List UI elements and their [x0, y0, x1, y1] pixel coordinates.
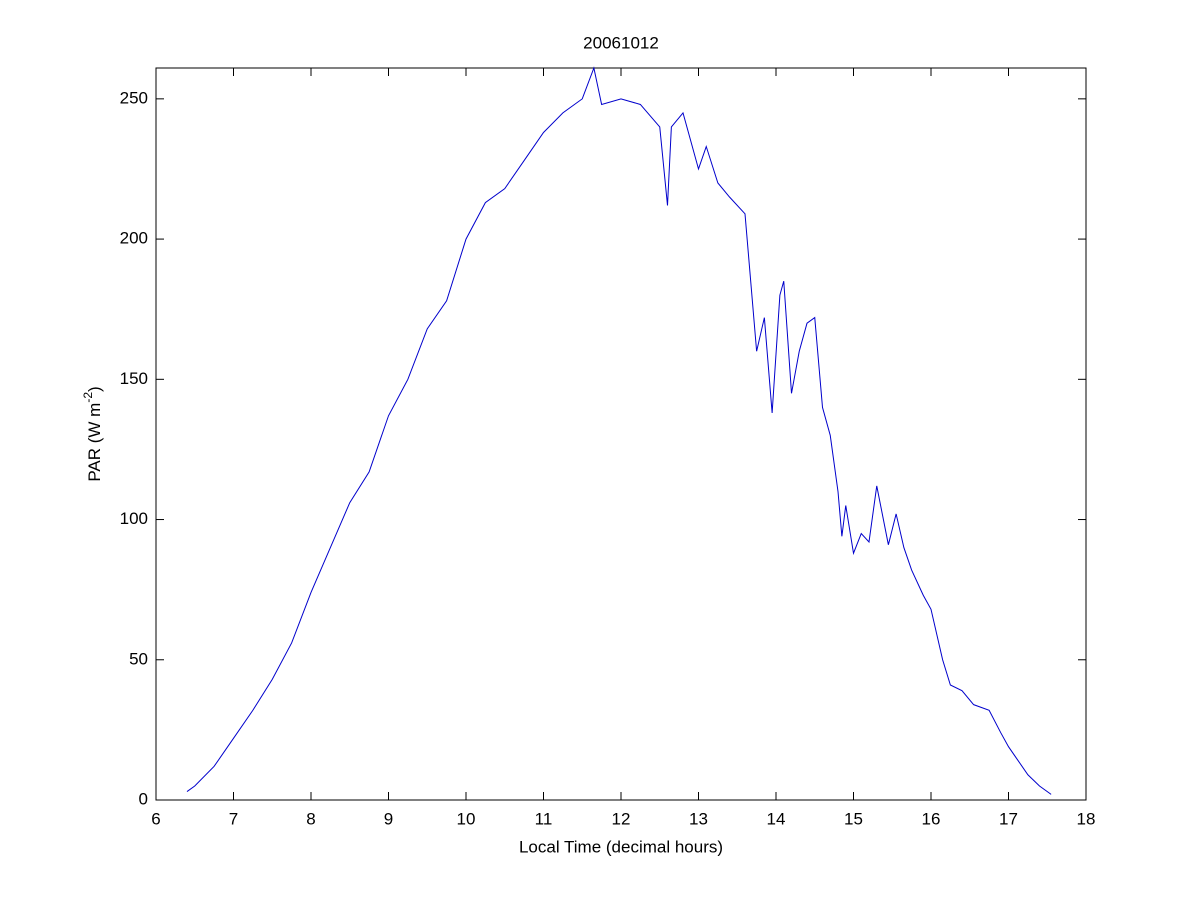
x-tick-label: 15	[844, 809, 863, 828]
y-axis-label: PAR (W m-2)	[81, 386, 104, 481]
y-tick-label: 250	[120, 88, 148, 107]
x-tick-label: 6	[151, 809, 160, 828]
x-tick-label: 11	[535, 809, 553, 828]
y-axis-label-end: )	[85, 386, 104, 392]
x-tick-label: 18	[1077, 809, 1096, 828]
x-tick-label: 8	[306, 809, 315, 828]
x-tick-label: 14	[767, 809, 786, 828]
x-axis-label: Local Time (decimal hours)	[519, 837, 723, 856]
x-tick-label: 13	[689, 809, 708, 828]
data-line	[186, 66, 1052, 795]
chart-title: 20061012	[583, 33, 659, 52]
y-tick-label: 100	[120, 509, 148, 528]
x-tick-label: 7	[229, 809, 238, 828]
y-axis-label-sup: -2	[81, 392, 95, 403]
x-tick-label: 10	[457, 809, 476, 828]
y-tick-label: 0	[139, 789, 148, 808]
y-tick-label: 50	[129, 649, 148, 668]
x-tick-label: 9	[384, 809, 393, 828]
x-tick-label: 17	[999, 809, 1018, 828]
x-tick-label: 16	[922, 809, 941, 828]
x-tick-label: 12	[612, 809, 631, 828]
y-tick-label: 200	[120, 229, 148, 248]
y-tick-label: 150	[120, 369, 148, 388]
plot-frame	[155, 67, 1087, 801]
y-axis-label-text: PAR (W m	[85, 403, 104, 482]
